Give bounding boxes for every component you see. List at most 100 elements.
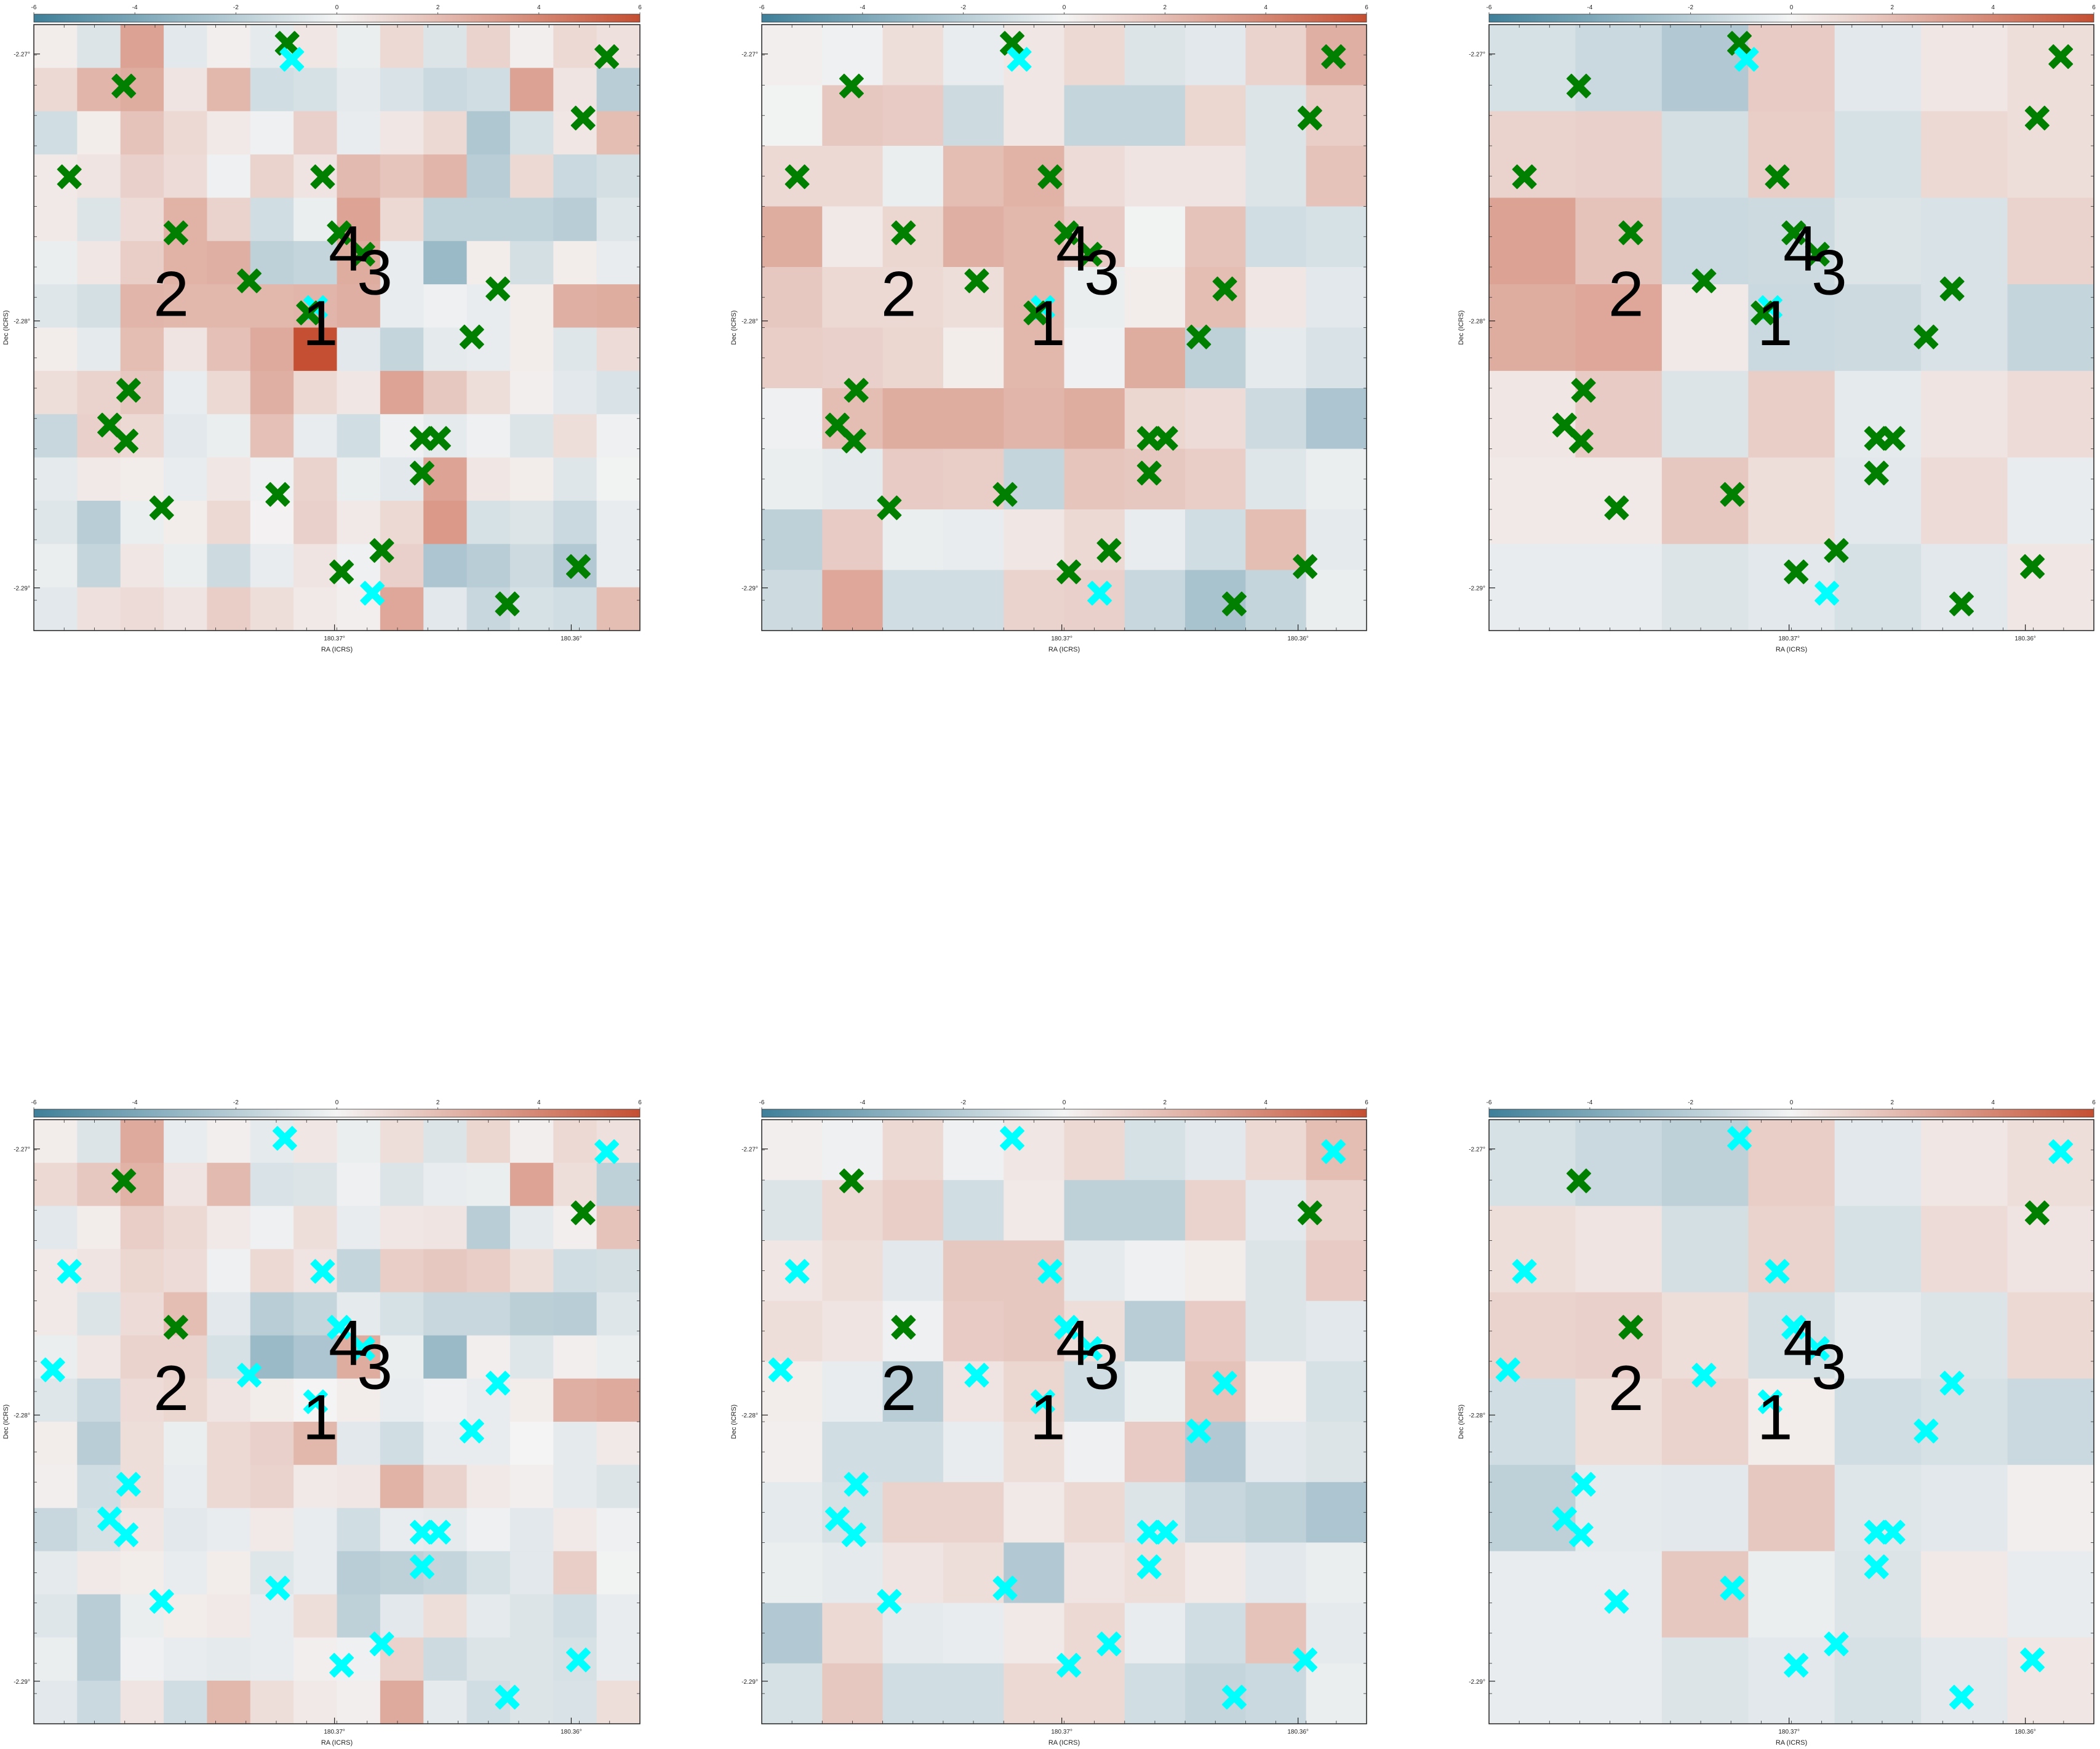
heatmap-cell <box>380 284 424 329</box>
heatmap-cell <box>77 111 121 155</box>
colorbar-tick-label: -6 <box>31 4 37 11</box>
heatmap-cell <box>34 457 78 501</box>
heatmap-cell <box>207 1594 251 1638</box>
colorbar-tick-label: 2 <box>1891 1099 1894 1106</box>
colorbar-tick-label: 2 <box>436 1099 440 1106</box>
heatmap-cell <box>2007 370 2094 458</box>
heatmap-cell <box>553 1163 597 1206</box>
heatmap-cell <box>822 1301 884 1362</box>
cyan-x-marker <box>594 1139 620 1164</box>
heatmap-cell <box>822 85 884 146</box>
heatmap-cell <box>293 1206 338 1250</box>
heatmap-cell <box>250 1594 294 1638</box>
heatmap-cell <box>1834 1292 1922 1379</box>
heatmap-cell <box>882 1240 944 1302</box>
cyan-x-marker <box>1757 1389 1783 1414</box>
colorbar-tick-label: 6 <box>638 1099 642 1106</box>
heatmap-cell <box>293 1163 338 1206</box>
colorbar-tick-label: 0 <box>335 1099 339 1106</box>
heatmap-cell <box>1921 25 2008 112</box>
green-x-marker <box>1566 73 1591 98</box>
heatmap-panel-bottom-right: -6 -4 -2 0 2 4 6 -2.27° -2.28° -2.29° 180.37° 180.3… <box>1458 1099 2096 1747</box>
heatmap-cell <box>207 544 251 588</box>
green-x-marker <box>1939 276 1965 301</box>
heatmap-cell <box>553 1206 597 1250</box>
heatmap-cell <box>509 154 554 199</box>
heatmap-cell <box>77 1206 121 1250</box>
heatmap-cell <box>423 1206 468 1250</box>
cyan-x-marker <box>1056 1652 1082 1678</box>
heatmap-cell <box>553 111 597 155</box>
colorbar-tick-label: -6 <box>759 1099 765 1106</box>
marker-layer <box>40 1126 620 1710</box>
green-x-marker <box>111 1168 137 1193</box>
heatmap-cell <box>77 68 121 112</box>
heatmap-cell <box>466 241 511 285</box>
heatmap-cell <box>207 1680 251 1724</box>
cyan-x-marker <box>992 1576 1018 1601</box>
heatmap-cell <box>164 500 208 544</box>
heatmap-cell <box>1748 1206 1835 1293</box>
heatmap-cell <box>77 1680 121 1724</box>
heatmap-cell <box>509 457 554 501</box>
heatmap-cell <box>337 1422 381 1465</box>
green-x-marker <box>1880 426 1906 451</box>
heatmap-cell <box>293 587 338 631</box>
heatmap-cell <box>207 1206 251 1250</box>
heatmap-cell <box>207 1637 251 1681</box>
heatmap-cell <box>423 587 468 631</box>
heatmap-cell <box>34 1292 78 1336</box>
heatmap-cell <box>762 448 823 510</box>
heatmap-cell <box>34 284 78 329</box>
green-x-marker <box>1096 538 1122 563</box>
colorbar-tick-label: 0 <box>1063 1099 1066 1106</box>
heatmap-cell <box>337 1378 381 1422</box>
heatmap-cell <box>423 25 468 68</box>
heatmap-cell <box>1124 509 1186 571</box>
source-label-2: 2 <box>1608 1353 1644 1424</box>
heatmap-cell <box>882 1482 944 1543</box>
heatmap-cell <box>1124 327 1186 389</box>
heatmap-cell <box>1575 111 1663 199</box>
heatmap-cell <box>250 1680 294 1724</box>
heatmap-cell <box>293 500 338 544</box>
heatmap-cell <box>250 327 294 372</box>
cyan-x-marker <box>1186 1419 1212 1444</box>
heatmap-cell <box>250 154 294 199</box>
green-x-marker <box>1720 482 1745 507</box>
heatmap-cell <box>164 1378 208 1422</box>
heatmap-cell <box>1489 25 1576 112</box>
heatmap-cell <box>250 457 294 501</box>
heatmap-cell <box>1004 570 1065 631</box>
heatmap-cell <box>553 1422 597 1465</box>
heatmap-cell <box>207 1120 251 1163</box>
heatmap-cell <box>466 1594 511 1638</box>
green-x-marker <box>459 324 484 349</box>
heatmap-cell <box>250 587 294 631</box>
heatmap-cell <box>553 500 597 544</box>
heatmap-cell <box>943 1663 1004 1724</box>
cyan-x-marker <box>1815 581 1840 606</box>
heatmap-cell <box>822 146 884 207</box>
y-tick-label: -2.29° <box>14 586 30 592</box>
heatmap-cell <box>250 414 294 458</box>
heatmap-cell <box>466 1508 511 1552</box>
heatmap-cell <box>77 457 121 501</box>
heatmap-cell <box>120 1335 164 1379</box>
cyan-x-marker <box>844 1472 869 1497</box>
green-x-marker <box>237 268 262 293</box>
heatmap-cell <box>380 587 424 631</box>
cyan-x-marker <box>1720 1576 1745 1601</box>
heatmap-cell <box>380 500 424 544</box>
heatmap-cell <box>1185 1301 1246 1362</box>
heatmap-cell <box>34 68 78 112</box>
green-x-marker <box>116 378 141 403</box>
heatmap-cell <box>293 25 338 68</box>
heatmap-cell <box>34 1508 78 1552</box>
green-x-marker <box>2020 554 2045 579</box>
heatmap-cell <box>1489 1465 1576 1552</box>
heatmap-cell <box>1748 1292 1835 1379</box>
cyan-x-marker <box>369 1631 394 1657</box>
heatmap-cell <box>822 1180 884 1241</box>
heatmap-cell <box>762 1603 823 1664</box>
